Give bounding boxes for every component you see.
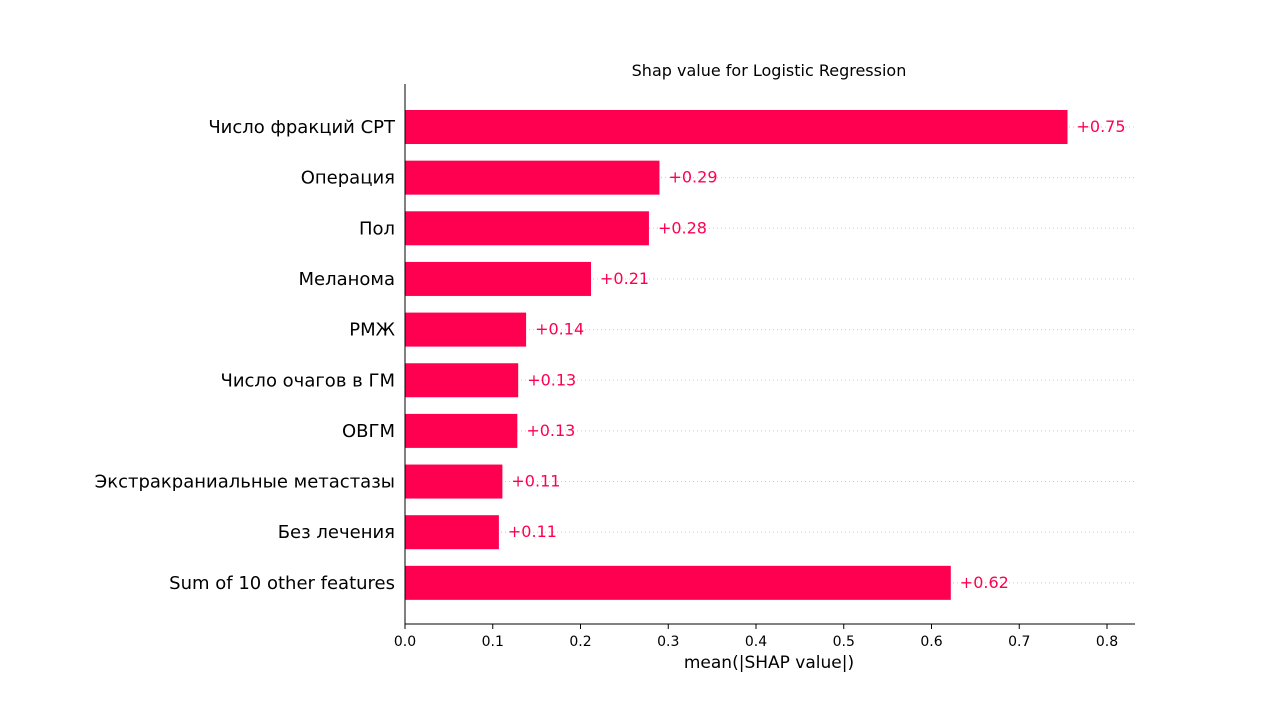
bar xyxy=(405,160,660,195)
value-label: +0.11 xyxy=(508,522,557,541)
value-label: +0.29 xyxy=(668,168,717,187)
bar xyxy=(405,565,951,600)
value-label: +0.13 xyxy=(527,370,576,389)
bar xyxy=(405,211,649,246)
value-label: +0.28 xyxy=(658,218,707,237)
x-tick-label: 0.0 xyxy=(394,634,416,650)
bar xyxy=(405,413,518,448)
value-label: +0.75 xyxy=(1077,117,1126,136)
bars xyxy=(405,110,1068,600)
category-label: Без лечения xyxy=(278,522,395,543)
bar xyxy=(405,464,503,499)
bar xyxy=(405,363,519,398)
bar xyxy=(405,515,499,550)
gridlines xyxy=(405,126,1135,584)
chart-title: Shap value for Logistic Regression xyxy=(632,61,907,80)
bar xyxy=(405,110,1068,144)
category-label: ОВГМ xyxy=(342,421,395,442)
x-tick-label: 0.6 xyxy=(920,634,942,650)
value-label: +0.11 xyxy=(511,472,560,491)
x-tick-label: 0.3 xyxy=(657,634,679,650)
x-axis-title: mean(|SHAP value|) xyxy=(684,653,854,673)
value-label: +0.62 xyxy=(960,573,1009,592)
bar xyxy=(405,261,592,296)
category-label: Пол xyxy=(359,218,395,239)
category-label: Число фракций СРТ xyxy=(208,117,396,138)
value-label: +0.13 xyxy=(526,421,575,440)
category-labels: Число фракций СРТ Операция Пол Меланома РМЖ Ч… xyxy=(95,117,396,594)
x-tick-label: 0.4 xyxy=(745,634,767,650)
value-labels: +0.75 +0.29 +0.28 +0.21 +0.14 +0.13 +0.13 +0.11… xyxy=(508,117,1126,592)
x-tick-label: 0.2 xyxy=(569,634,591,650)
category-label: Операция xyxy=(301,168,395,189)
category-label: РМЖ xyxy=(349,320,395,341)
category-label: Экстракраниальные метастазы xyxy=(95,472,395,493)
category-label: Число очагов в ГМ xyxy=(221,370,396,391)
category-label: Меланома xyxy=(298,269,395,290)
x-axis-ticks: 0.0 0.1 0.2 0.3 0.4 0.5 0.6 0.7 0.8 xyxy=(394,624,1118,650)
category-label: Sum of 10 other features xyxy=(169,573,395,594)
x-tick-label: 0.7 xyxy=(1008,634,1030,650)
value-label: +0.21 xyxy=(600,269,649,288)
x-tick-label: 0.8 xyxy=(1096,634,1118,650)
value-label: +0.14 xyxy=(535,320,584,339)
x-tick-label: 0.1 xyxy=(482,634,504,650)
bar xyxy=(405,312,527,347)
x-tick-label: 0.5 xyxy=(833,634,855,650)
